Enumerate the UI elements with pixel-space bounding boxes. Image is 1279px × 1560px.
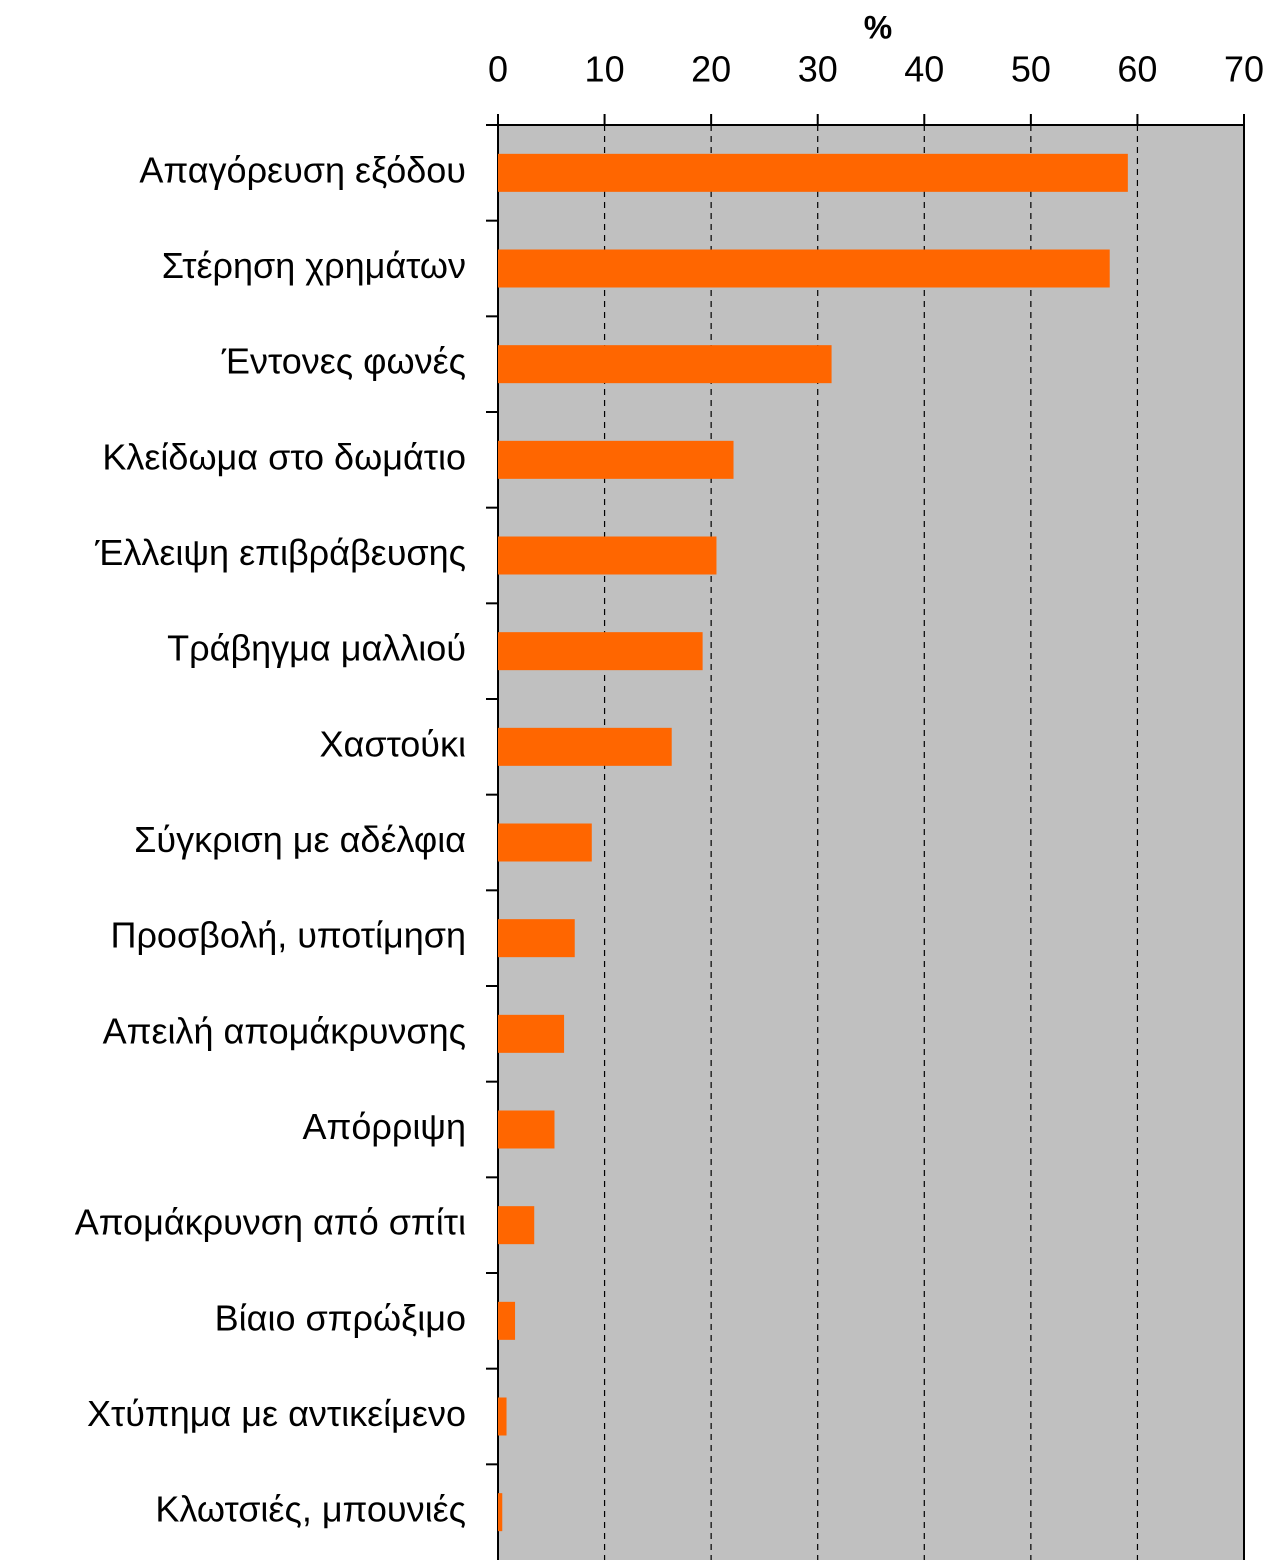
x-tick-label: 50 bbox=[1011, 49, 1051, 90]
x-tick-label: 20 bbox=[691, 49, 731, 90]
y-tick-label: Απειλή απομάκρυνσης bbox=[103, 1010, 466, 1051]
y-tick-label: Σύγκριση με αδέλφια bbox=[134, 819, 466, 860]
y-tick-label: Τράβηγμα μαλλιού bbox=[167, 628, 466, 669]
x-tick-label: 0 bbox=[488, 49, 508, 90]
bar bbox=[498, 1206, 535, 1245]
bar bbox=[498, 1397, 507, 1436]
bar bbox=[498, 536, 717, 575]
bar bbox=[498, 823, 592, 862]
y-tick-label: Κλωτσιές, μπουνιές bbox=[155, 1489, 466, 1530]
y-tick-label: Κλείδωμα στο δωμάτιο bbox=[102, 436, 466, 477]
y-tick-label: Απομάκρυνση από σπίτι bbox=[75, 1202, 466, 1243]
bar bbox=[498, 249, 1110, 288]
x-tick-label: 30 bbox=[798, 49, 838, 90]
x-axis-label: % bbox=[864, 9, 892, 45]
y-tick-label: Προσβολή, υποτίμηση bbox=[110, 915, 466, 956]
bar bbox=[498, 1493, 503, 1532]
y-tick-label: Χτύπημα με αντικείμενο bbox=[87, 1393, 466, 1434]
bar bbox=[498, 632, 703, 671]
y-tick-label: Στέρηση χρημάτων bbox=[162, 245, 466, 286]
bar bbox=[498, 919, 575, 958]
bar bbox=[498, 1014, 565, 1053]
y-tick-label: Βίαιο σπρώξιμο bbox=[215, 1297, 466, 1338]
bar bbox=[498, 1301, 516, 1340]
x-tick-label: 10 bbox=[585, 49, 625, 90]
bar bbox=[498, 440, 734, 479]
y-tick-label: Απόρριψη bbox=[302, 1106, 466, 1147]
y-tick-label: Έντονες φωνές bbox=[221, 341, 466, 382]
x-tick-label: 40 bbox=[904, 49, 944, 90]
x-tick-label: 70 bbox=[1224, 49, 1264, 90]
bar bbox=[498, 1110, 555, 1149]
y-tick-label: Χαστούκι bbox=[320, 723, 466, 764]
x-tick-label: 60 bbox=[1117, 49, 1157, 90]
bar bbox=[498, 727, 672, 766]
plot-area bbox=[498, 125, 1244, 1560]
bar bbox=[498, 153, 1128, 192]
y-tick-label: Έλλειψη επιβράβευσης bbox=[94, 532, 466, 573]
y-tick-label: Απαγόρευση εξόδου bbox=[139, 149, 466, 190]
bar bbox=[498, 345, 832, 384]
